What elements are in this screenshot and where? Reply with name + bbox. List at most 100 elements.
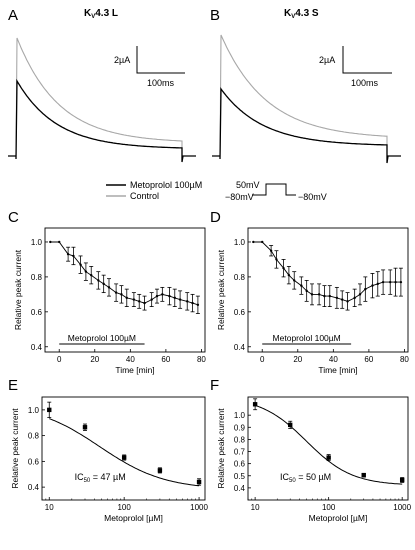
chart-d-data-point	[282, 266, 285, 270]
chart-f-xtick-label: 10	[251, 503, 260, 512]
trace-title-b-main: K	[284, 8, 292, 19]
chart-d-data-point	[300, 284, 303, 287]
trace-title-a: KV4.3 L	[84, 8, 118, 20]
scalebar-b-lines	[342, 46, 392, 74]
chart-c-data-point	[79, 263, 82, 266]
panel-letter-c: C	[8, 209, 19, 226]
chart-d-data-point	[358, 293, 362, 296]
scalebar-b: 2µA 100ms	[319, 46, 392, 88]
chart-d-ytick-label: 1.0	[234, 238, 246, 247]
chart-c-ytick-label: 1.0	[31, 238, 43, 247]
panel-letter-e: E	[8, 377, 18, 394]
scalebar-a-lines	[136, 46, 185, 74]
chart-e-xtick-label: 100	[117, 503, 131, 512]
chart-e-annotation-main: IC	[75, 472, 85, 482]
chart-d-data-point	[341, 298, 344, 301]
chart-c-data-point	[173, 296, 176, 300]
trace-title-a-rest: 4.3 L	[95, 8, 118, 19]
chart-c-ytick-label: 0.4	[31, 343, 43, 352]
chart-d-data-point	[399, 280, 403, 284]
chart-c-data-point	[102, 282, 105, 286]
trace-a-metoprolol	[8, 78, 196, 163]
traces-b	[212, 34, 401, 164]
chart-c-data-point	[138, 300, 141, 303]
legend-label-control: Control	[130, 191, 159, 201]
chart-c-data-point	[178, 298, 182, 301]
chart-d-ytick-label: 0.8	[234, 273, 246, 282]
chart-c-xlabel: Time [min]	[115, 365, 154, 375]
chart-f-ytick-label: 0.8	[234, 435, 246, 444]
chart-f-axes-frame	[247, 396, 409, 501]
chart-e-data-point	[82, 425, 88, 430]
panel-letter-f: F	[210, 377, 219, 394]
chart-e-data-point	[121, 455, 127, 460]
chart-e-xtick-label: 1000	[190, 503, 208, 512]
chart-c-xtick-label: 0	[57, 355, 62, 364]
chart-f-ytick-label: 0.6	[234, 460, 246, 469]
trace-title-b-rest: 4.3 S	[295, 8, 319, 19]
chart-c-data-point	[143, 301, 146, 305]
chart-d-xtick-label: 80	[400, 355, 409, 364]
legend: Metoprolol 100µM Control	[106, 180, 202, 201]
chart-d-xtick-label: 20	[293, 355, 302, 364]
chart-e-fit-curve	[49, 418, 200, 487]
chart-d-data-point	[287, 273, 291, 277]
chart-f-ytick-label: 0.5	[234, 472, 246, 481]
chart-d-data-point	[364, 287, 367, 291]
chart-f-data-point	[288, 422, 293, 428]
chart-c-xtick-label: 60	[161, 355, 170, 364]
chart-c-data-point	[58, 240, 61, 244]
legend-label-metoprolol: Metoprolol 100µM	[130, 180, 202, 190]
chart-c-data-point	[132, 298, 136, 301]
chart-f-annotation-main: IC	[280, 472, 290, 482]
chart-f-annotation-rest: = 50 µM	[296, 472, 331, 482]
chart-f-xtick-label: 1000	[393, 503, 411, 512]
chart-c-data-point	[66, 252, 70, 256]
scalebar-a: 2µA 100ms	[114, 46, 185, 88]
trace-title-a-main: K	[84, 8, 92, 19]
protocol-step-label: 50mV	[236, 180, 260, 190]
chart-f-annotation: IC50 = 50 µM	[280, 472, 331, 484]
protocol-holding-left: −80mV	[225, 192, 254, 202]
chart-f-annotation-sub: 50	[289, 478, 296, 484]
chart-e: 0.4 0.6 0.8 1.0 10 100 1000 Metoprolol [µM] Rela…	[10, 396, 209, 523]
chart-d: 0.4 0.6 0.8 1.0 0 20 40 60 80 Time [min] Relative …	[216, 227, 409, 375]
chart-c-data-point	[97, 279, 100, 282]
chart-e-annotation-rest: = 47 µM	[90, 472, 125, 482]
chart-c-xtick-label: 20	[90, 355, 99, 364]
chart-f-xtick-label: 100	[322, 503, 336, 512]
chart-d-data-point	[310, 293, 314, 296]
protocol-step	[252, 183, 296, 196]
chart-c-data-point	[107, 286, 111, 289]
chart-c-ytick-label: 0.6	[31, 308, 43, 317]
chart-e-ytick-label: 0.6	[28, 457, 40, 466]
chart-c-data-point	[84, 270, 88, 273]
chart-c-data-point	[150, 298, 153, 301]
chart-c-data-point	[168, 294, 171, 298]
chart-f-ytick-label: 0.4	[234, 484, 246, 493]
chart-d-data-point	[275, 258, 278, 261]
chart-d-data-point	[328, 294, 331, 298]
chart-f-ylabel: Relative peak current	[216, 408, 226, 489]
traces-a	[8, 37, 196, 163]
chart-e-xtick-label: 10	[45, 503, 54, 512]
trace-b-metoprolol	[212, 87, 401, 164]
chart-c-ylabel: Relative peak current	[13, 249, 23, 330]
trace-title-b-sub: V	[291, 14, 295, 20]
trace-title-a-sub: V	[91, 14, 95, 20]
panel-letter-d: D	[210, 209, 221, 226]
protocol-holding-right: −80mV	[298, 192, 327, 202]
chart-c-ytick-label: 0.8	[31, 273, 43, 282]
chart-d-data-point	[353, 296, 356, 300]
chart-d-xtick-label: 60	[364, 355, 373, 364]
chart-d-data-point	[371, 284, 374, 287]
chart-d-data-point	[261, 240, 264, 244]
chart-d-data-point	[394, 280, 397, 284]
chart-d-data-point	[381, 280, 385, 284]
chart-d-data-point	[269, 249, 273, 252]
scalebar-a-time: 100ms	[147, 78, 175, 88]
panel-letter-a: A	[8, 7, 18, 24]
chart-c-data-point	[161, 293, 164, 296]
chart-c-data-point	[114, 291, 118, 294]
chart-d-ylabel: Relative peak current	[216, 249, 226, 330]
